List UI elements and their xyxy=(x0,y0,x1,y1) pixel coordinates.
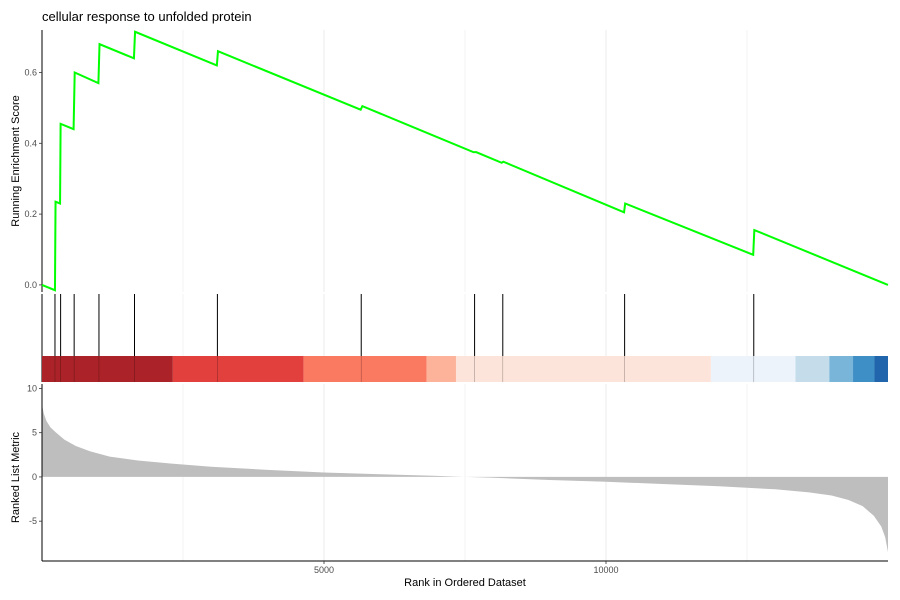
y-tick-label-es: 0.2 xyxy=(24,209,37,219)
y-tick-label-es: 0.6 xyxy=(24,67,37,77)
y-tick-label-es: 0.4 xyxy=(24,138,37,148)
color-bar-segment xyxy=(874,356,888,382)
x-tick-label: 10000 xyxy=(593,565,618,575)
chart-title: cellular response to unfolded protein xyxy=(42,9,252,24)
ranked-metric-area xyxy=(42,404,888,553)
color-bar-segment xyxy=(455,356,711,382)
color-bar-segment xyxy=(303,356,427,382)
running-es-line xyxy=(41,30,889,292)
y-tick-label-metric: -5 xyxy=(29,516,37,526)
color-bar-segment xyxy=(172,356,304,382)
running-es-panel: 0.0 0.2 0.4 0.6 xyxy=(24,30,889,292)
y-tick-label-metric: 10 xyxy=(27,383,37,393)
ranked-metric-panel: 10 5 0 -5 5000 10000 xyxy=(27,383,888,575)
y-tick-label-metric: 0 xyxy=(32,472,37,482)
hits-panel xyxy=(41,294,755,382)
x-tick-label: 5000 xyxy=(314,565,334,575)
color-bar-segment xyxy=(42,356,173,382)
color-bar-segment xyxy=(795,356,830,382)
color-bar-segment xyxy=(853,356,875,382)
x-axis-label: Rank in Ordered Dataset xyxy=(404,577,526,589)
y-tick-label-es: 0.0 xyxy=(24,280,37,290)
color-bar-segment xyxy=(829,356,854,382)
y-axis-label-metric: Ranked List Metric xyxy=(10,431,22,523)
y-tick-label-metric: 5 xyxy=(32,428,37,438)
y-axis-label-es: Running Enrichment Score xyxy=(10,95,22,226)
color-bar-segment xyxy=(426,356,456,382)
color-bar-segment xyxy=(710,356,796,382)
color-bar-panel xyxy=(42,356,888,382)
